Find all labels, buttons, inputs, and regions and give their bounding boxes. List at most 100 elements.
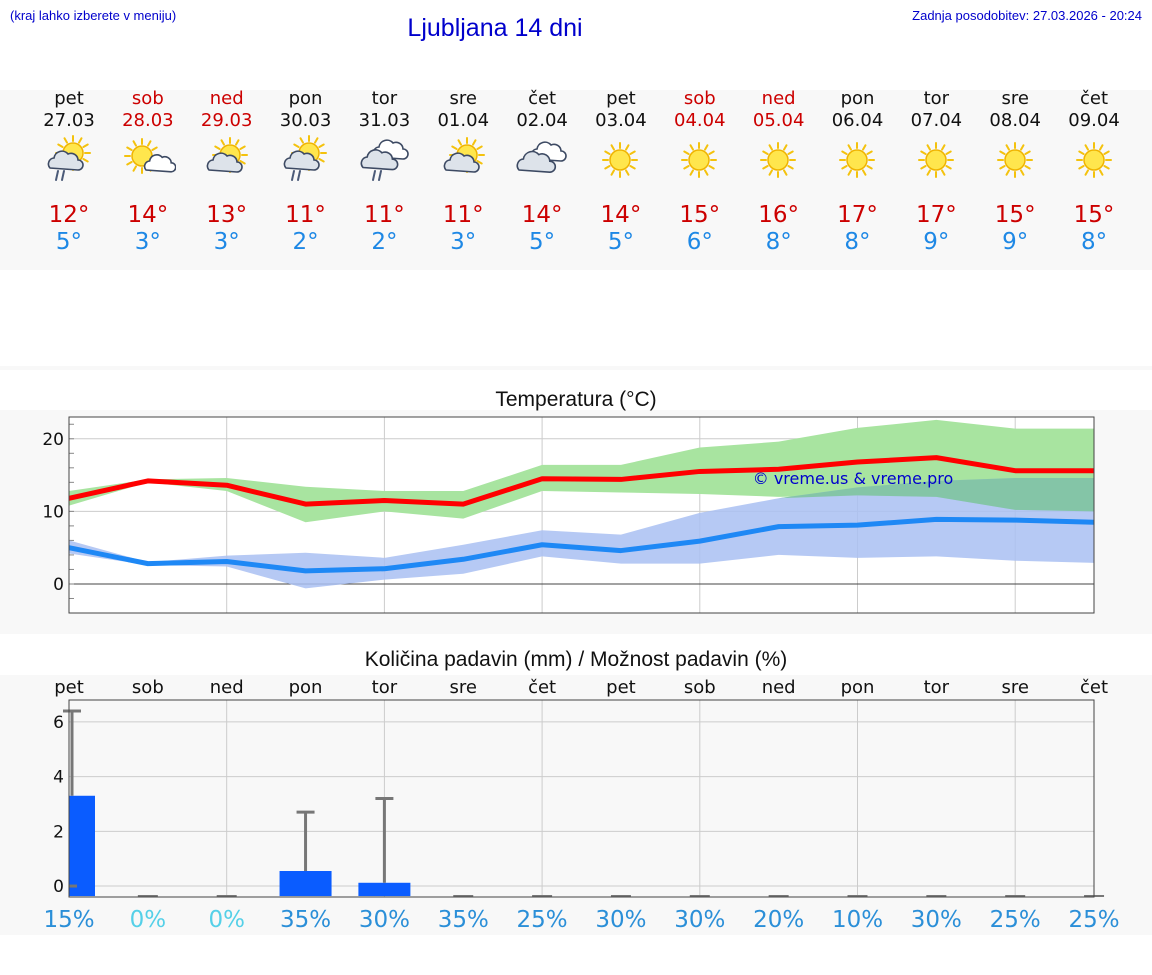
day-label: sob bbox=[132, 677, 164, 698]
min-temperature: 5° bbox=[55, 229, 83, 255]
min-temperature: 5° bbox=[529, 229, 556, 255]
day-name: sre bbox=[449, 88, 477, 109]
sun-cloud-rain-icon bbox=[47, 135, 91, 181]
day-label: pon bbox=[841, 677, 875, 698]
plot-frame bbox=[68, 699, 1095, 898]
max-temperature: 12° bbox=[48, 202, 90, 228]
day-date: 08.04 bbox=[989, 110, 1041, 131]
sun-icon bbox=[996, 142, 1033, 178]
day-column: sre 01.04 11° 3° bbox=[424, 88, 503, 256]
day-date: 07.04 bbox=[910, 110, 963, 131]
location-menu-hint: (kraj lahko izberete v meniju) bbox=[10, 8, 177, 23]
day-date: 09.04 bbox=[1068, 110, 1120, 131]
sun-icon bbox=[602, 142, 639, 178]
temperature-chart: 0 10 20 © vreme.us & vreme.pro bbox=[42, 416, 1095, 614]
day-date: 29.03 bbox=[200, 110, 253, 131]
uncertainty-band-max bbox=[69, 419, 1095, 523]
max-temperature: 11° bbox=[285, 202, 326, 228]
max-temperature: 14° bbox=[600, 202, 642, 228]
min-temperature: 9° bbox=[923, 229, 950, 255]
day-label: tor bbox=[924, 677, 950, 698]
precip-probability: 20% bbox=[753, 907, 804, 933]
day-name: pon bbox=[288, 88, 323, 109]
day-name: pet bbox=[54, 88, 84, 109]
day-label: tor bbox=[372, 677, 398, 698]
sun-icon bbox=[839, 142, 875, 178]
sun-icon bbox=[760, 142, 797, 178]
day-name: čet bbox=[1080, 88, 1109, 109]
day-label: pon bbox=[289, 677, 323, 698]
day-column: pet 27.03 12° 5° bbox=[30, 88, 109, 256]
min-temperature: 3° bbox=[213, 229, 240, 255]
day-column: pet 03.04 14° 5° bbox=[581, 88, 660, 256]
precip-probability: 25% bbox=[990, 907, 1041, 933]
last-updated: Zadnja posodobitev: 27.03.2026 - 20:24 bbox=[912, 8, 1142, 23]
cloudy-icon bbox=[516, 141, 567, 174]
max-temperature: 15° bbox=[994, 202, 1036, 228]
divider-band bbox=[0, 366, 1152, 370]
day-date: 06.04 bbox=[831, 110, 884, 131]
day-date: 01.04 bbox=[437, 110, 490, 131]
precip-probability: 30% bbox=[674, 907, 725, 933]
watermark: © vreme.us & vreme.pro bbox=[753, 469, 954, 488]
day-label: sre bbox=[450, 677, 477, 698]
day-label: sob bbox=[684, 677, 716, 698]
max-temperature: 16° bbox=[758, 202, 800, 228]
day-name: sob bbox=[683, 88, 716, 109]
sun-icon bbox=[1075, 142, 1112, 178]
min-temperature: 9° bbox=[1002, 229, 1029, 255]
y-tick-label: 6 bbox=[53, 713, 64, 733]
max-temperature: 11° bbox=[442, 202, 484, 228]
sun-cloud-rain-icon bbox=[283, 135, 328, 181]
min-temperature: 8° bbox=[765, 229, 792, 255]
sun-small-cloud-icon bbox=[124, 138, 177, 174]
sun-cloud-icon bbox=[206, 137, 249, 173]
day-column: sob 04.04 15° 6° bbox=[660, 88, 739, 256]
precip-probability: 15% bbox=[43, 907, 94, 933]
plot-frame bbox=[68, 416, 1095, 614]
y-tick-label: 4 bbox=[53, 768, 64, 788]
day-column: čet 02.04 14° 5° bbox=[503, 88, 582, 256]
day-date: 31.03 bbox=[358, 110, 411, 131]
precip-probability: 10% bbox=[832, 907, 883, 933]
sun-cloud-icon bbox=[443, 137, 485, 173]
day-column: ned 05.04 16° 8° bbox=[739, 88, 818, 256]
series-line-min bbox=[68, 516, 1095, 574]
day-label: ned bbox=[762, 677, 796, 698]
day-name: ned bbox=[761, 88, 796, 109]
precip-probability: 30% bbox=[359, 907, 410, 933]
forecast-strip-background bbox=[0, 90, 1152, 270]
max-temperature: 15° bbox=[1073, 202, 1115, 228]
precip-probability: 0% bbox=[208, 907, 245, 933]
min-temperature: 8° bbox=[1080, 229, 1108, 255]
day-column: ned 29.03 13° 3° bbox=[187, 88, 266, 256]
precip-probability: 0% bbox=[130, 907, 167, 933]
min-temperature: 3° bbox=[450, 229, 477, 255]
day-column: sre 08.04 15° 9° bbox=[976, 88, 1055, 256]
max-temperature: 17° bbox=[915, 202, 957, 228]
y-tick-label: 10 bbox=[42, 502, 64, 522]
day-date: 04.04 bbox=[674, 110, 726, 131]
day-label: čet bbox=[528, 677, 556, 698]
max-temperature: 14° bbox=[127, 202, 169, 228]
day-date: 05.04 bbox=[752, 110, 805, 131]
day-column: tor 31.03 11° 2° bbox=[345, 88, 424, 256]
y-tick-label: 0 bbox=[53, 877, 64, 897]
page-title: Ljubljana 14 dni bbox=[407, 14, 583, 42]
day-name: pet bbox=[606, 88, 636, 109]
precip-probability: 30% bbox=[595, 907, 646, 933]
day-column: pon 30.03 11° 2° bbox=[266, 88, 345, 256]
min-temperature: 8° bbox=[844, 229, 871, 255]
precipitation-chart-title: Količina padavin (mm) / Možnost padavin … bbox=[364, 648, 788, 671]
precip-bar bbox=[69, 795, 95, 897]
day-column: tor 07.04 17° 9° bbox=[897, 88, 976, 256]
y-tick-label: 20 bbox=[42, 430, 64, 450]
day-column: pon 06.04 17° 8° bbox=[818, 88, 897, 256]
day-label: ned bbox=[210, 677, 244, 698]
max-temperature: 13° bbox=[206, 202, 248, 228]
precip-probability: 25% bbox=[517, 907, 568, 933]
day-label: pet bbox=[606, 677, 636, 698]
y-tick-label: 2 bbox=[53, 822, 64, 842]
max-temperature: 15° bbox=[679, 202, 721, 228]
precip-bar bbox=[279, 871, 332, 897]
